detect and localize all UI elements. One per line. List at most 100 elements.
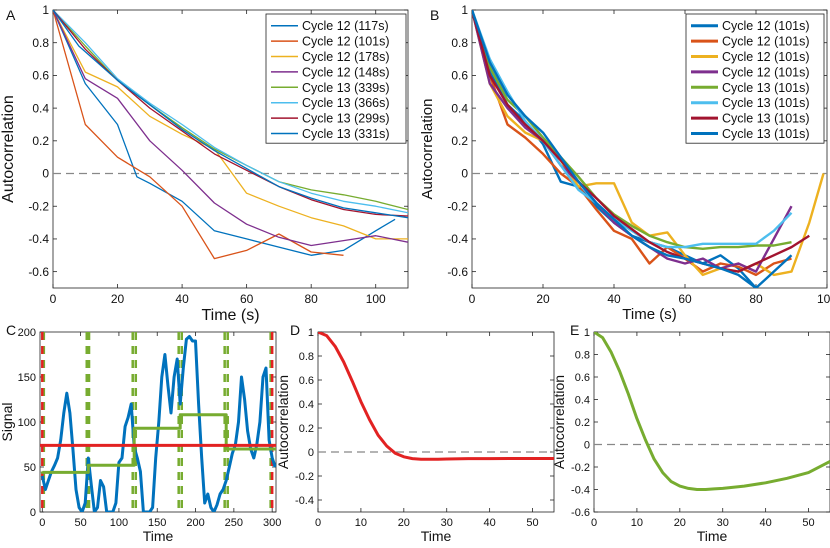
x-tick-label: 40: [484, 517, 496, 529]
x-tick-label: 200: [186, 517, 204, 529]
y-tick-label: 0.2: [575, 417, 590, 429]
panel-a: 0 20 40 60 80 100 -0.6 -0.4 -0.2 0 0.2 0.4 0.6 0.8 1 Ti…: [0, 3, 409, 324]
plot-frame: [593, 331, 830, 513]
y-axis-label: Autocorrelation: [275, 375, 291, 469]
legend-entry: Cycle 12 (101s): [722, 19, 810, 33]
y-tick-label: 0.4: [299, 399, 314, 411]
y-tick-label: 0.6: [575, 372, 590, 384]
plot-frame: [471, 9, 828, 289]
y-tick-label: -0.4: [295, 495, 314, 507]
y-tick-label: -0.2: [295, 471, 314, 483]
y-tick-label: 0.6: [451, 69, 468, 83]
y-tick-label: -0.2: [571, 462, 590, 474]
y-tick-label: 1: [461, 3, 468, 17]
y-tick-label: -0.4: [28, 232, 49, 246]
plot-lines: [318, 332, 554, 461]
panel-label-b: B: [430, 7, 439, 23]
x-tick-label: 50: [526, 517, 538, 529]
y-tick-label: 0: [30, 507, 36, 519]
legend-entry: Cycle 13 (366s): [302, 96, 390, 110]
y-tick-label: 1: [584, 327, 590, 339]
x-tick-label: 60: [240, 292, 254, 306]
x-tick-label: 0: [315, 517, 321, 529]
y-tick-label: 0: [42, 167, 49, 181]
series-line: [318, 332, 554, 461]
series-line: [472, 10, 793, 288]
y-axis-label: Autocorrelation: [551, 375, 567, 469]
x-tick-label: 100: [366, 292, 386, 306]
x-tick-label: 100: [110, 517, 128, 529]
plot-frame: [317, 331, 555, 513]
series-line: [53, 10, 408, 247]
y-tick-label: -0.4: [447, 232, 468, 246]
y-tick-label: 50: [24, 462, 36, 474]
legend-entry: Cycle 13 (101s): [722, 112, 810, 126]
y-tick-label: 0.6: [32, 69, 49, 83]
legend-entry: Cycle 12 (148s): [302, 65, 390, 79]
y-tick-label: 1: [308, 327, 314, 339]
x-tick-label: 80: [749, 292, 763, 306]
legend-entry: Cycle 13 (101s): [722, 81, 810, 95]
x-tick-label: 250: [225, 517, 243, 529]
x-tick-label: 20: [398, 517, 410, 529]
series-line: [53, 10, 396, 256]
series-line: [472, 10, 810, 273]
x-axis-label: Time: [697, 528, 728, 544]
legend-entry: Cycle 12 (117s): [302, 19, 389, 33]
x-axis-label: Time (s): [201, 307, 259, 324]
y-axis-label: Signal: [0, 403, 15, 442]
x-tick-label: 20: [536, 292, 550, 306]
x-tick-label: 300: [263, 517, 281, 529]
legend-box: [685, 13, 825, 144]
x-tick-label: 30: [717, 517, 729, 529]
y-tick-label: 0.8: [32, 36, 49, 50]
y-tick-label: 0.4: [32, 101, 49, 115]
y-tick-label: 0: [584, 439, 590, 451]
y-tick-label: 0.2: [32, 134, 49, 148]
x-tick-label: 20: [111, 292, 125, 306]
y-tick-label: 0.8: [451, 36, 468, 50]
y-tick-label: 1: [42, 3, 49, 17]
x-tick-label: 40: [760, 517, 772, 529]
legend-entry: Cycle 12 (101s): [722, 35, 810, 49]
y-tick-label: 0.2: [299, 423, 314, 435]
legend-entry: Cycle 12 (101s): [302, 35, 390, 49]
x-tick-label: 0: [39, 517, 45, 529]
x-tick-label: 50: [802, 517, 814, 529]
y-tick-label: -0.4: [571, 484, 590, 496]
legend-box: [265, 13, 407, 144]
panel-b: 0 20 40 60 80 100 -0.6 -0.4 -0.2 0 0.2 0.4 0.6 0.8 1 Ti…: [419, 3, 830, 323]
legend-entry: Cycle 12 (101s): [722, 65, 810, 79]
panel-label-a: A: [6, 7, 16, 23]
legend-entry: Cycle 13 (101s): [722, 127, 810, 141]
x-tick-label: 80: [305, 292, 319, 306]
x-tick-label: 0: [50, 292, 57, 306]
y-tick-label: 0: [308, 447, 314, 459]
x-tick-label: 150: [148, 517, 166, 529]
series-line: [472, 10, 793, 249]
y-tick-label: 200: [18, 327, 36, 339]
x-tick-label: 10: [631, 517, 643, 529]
y-tick-label: -0.6: [571, 507, 590, 519]
x-tick-label: 0: [591, 517, 597, 529]
plot-lines: [53, 10, 408, 260]
legend-entry: Cycle 12 (178s): [302, 50, 390, 64]
panel-e: 0 10 20 30 40 50 -0.6 -0.4 -0.2 0 0.2 0.4 0.6 0.8 1 Tim…: [551, 327, 830, 544]
x-axis-label: Time (s): [622, 306, 676, 323]
y-tick-label: -0.2: [28, 199, 49, 213]
panel-c: 0 50 100 150 200 250 300 0 50 100 150 200 Time Signal: [0, 327, 281, 544]
x-tick-label: 20: [674, 517, 686, 529]
plot-frame: [52, 9, 409, 289]
x-axis-label: Time: [143, 528, 174, 544]
x-axis-label: Time: [421, 528, 452, 544]
y-tick-label: 0.6: [299, 375, 314, 387]
series-line: [40, 335, 276, 512]
legend-entry: Cycle 13 (299s): [302, 112, 390, 126]
legend: Cycle 12 (101s) Cycle 12 (101s) Cycle 12 (…: [685, 13, 825, 144]
series-line: [53, 10, 408, 214]
plot-lines: [594, 332, 830, 491]
panel-label-c: C: [6, 322, 16, 338]
series-line: [53, 10, 344, 260]
y-axis-label: Autocorrelation: [419, 99, 436, 200]
